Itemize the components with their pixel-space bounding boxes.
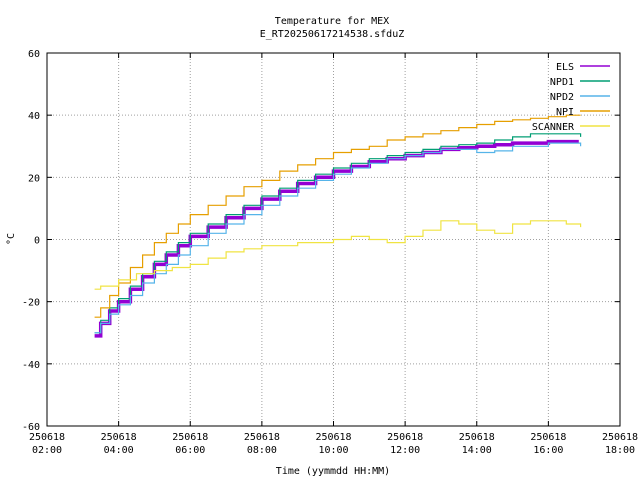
y-tick-label: -40 xyxy=(22,360,40,371)
x-tick-label-date: 250618 xyxy=(530,432,566,443)
y-tick-label: -60 xyxy=(22,422,40,433)
x-tick-label-date: 250618 xyxy=(315,432,351,443)
ticks-layer: 250618 02:00 250618 04:00 250618 06:00 250618 0… xyxy=(22,49,638,456)
y-tick-label: 40 xyxy=(28,111,40,122)
chart-subtitle: E_RT20250617214538.sfduZ xyxy=(260,29,405,40)
legend-label-npi: NPI xyxy=(556,107,574,118)
x-tick-label-time: 12:00 xyxy=(390,445,420,456)
legend-label-els: ELS xyxy=(556,62,574,73)
series-line-npd2 xyxy=(94,142,582,334)
series-line-scanner xyxy=(94,220,582,290)
chart-title: Temperature for MEX xyxy=(275,16,389,27)
x-tick-label-time: 18:00 xyxy=(605,445,635,456)
y-tick-label: 60 xyxy=(28,49,40,60)
y-tick-label: 20 xyxy=(28,173,40,184)
x-tick-label-time: 14:00 xyxy=(462,445,492,456)
x-tick-label-time: 04:00 xyxy=(104,445,134,456)
series-line-npi xyxy=(94,114,581,318)
x-tick-label-date: 250618 xyxy=(387,432,423,443)
x-tick-label-date: 250618 xyxy=(172,432,208,443)
legend-label-npd2: NPD2 xyxy=(550,92,574,103)
y-tick-label: 0 xyxy=(34,236,40,247)
legend-label-npd1: NPD1 xyxy=(550,77,574,88)
series-layer xyxy=(94,114,582,338)
x-tick-label-date: 250618 xyxy=(101,432,137,443)
legend-label-scanner: SCANNER xyxy=(532,122,575,133)
x-tick-label-time: 02:00 xyxy=(32,445,62,456)
x-tick-label-date: 250618 xyxy=(602,432,638,443)
series-line-els xyxy=(94,139,579,338)
x-tick-label-time: 08:00 xyxy=(247,445,277,456)
x-tick-label-date: 250618 xyxy=(29,432,65,443)
x-tick-label-time: 16:00 xyxy=(533,445,563,456)
x-tick-label-time: 10:00 xyxy=(318,445,348,456)
x-tick-label-date: 250618 xyxy=(244,432,280,443)
y-tick-label: -20 xyxy=(22,298,40,309)
y-axis-label: °C xyxy=(6,233,17,245)
x-axis-label: Time (yymmdd HH:MM) xyxy=(276,466,390,477)
legend: ELS NPD1 NPD2 NPI SCANNER xyxy=(532,62,610,133)
x-tick-label-date: 250618 xyxy=(459,432,495,443)
x-tick-label-time: 06:00 xyxy=(175,445,205,456)
